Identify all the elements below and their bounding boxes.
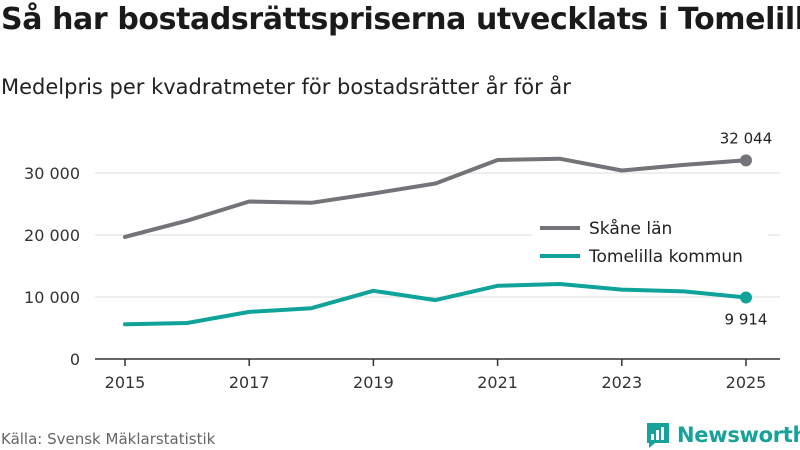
series-end-point <box>740 154 752 167</box>
x-tick-label: 2015 <box>105 373 146 392</box>
y-tick-label: 30 000 <box>24 164 80 183</box>
y-tick-label: 20 000 <box>24 226 80 245</box>
chart-title: Så har bostadsrättspriserna utvecklats i… <box>1 2 800 37</box>
x-tick-label: 2025 <box>726 373 767 392</box>
legend-background <box>532 212 768 270</box>
series-end-point <box>740 291 752 304</box>
series-line <box>123 156 748 239</box>
x-tick-label: 2017 <box>229 373 270 392</box>
y-tick-label: 10 000 <box>24 288 80 307</box>
chart-subtitle: Medelpris per kvadratmeter för bostadsrä… <box>1 75 571 99</box>
x-tick-label: 2023 <box>601 373 642 392</box>
data-label: 9 914 <box>725 311 768 329</box>
source-note: Källa: Svensk Mäklarstatistik <box>1 430 216 448</box>
legend-entry: Tomelilla kommun <box>588 247 743 267</box>
x-tick-label: 2021 <box>477 373 518 392</box>
brand-name: Newsworthy <box>677 423 800 447</box>
x-tick-label: 2019 <box>353 373 394 392</box>
data-label: 32 044 <box>720 129 773 147</box>
y-tick-label: 0 <box>70 350 80 369</box>
legend-entry: Skåne län <box>589 218 672 239</box>
series-line <box>123 282 748 327</box>
newsworthy-brand: Newsworthy <box>645 420 800 450</box>
newsworthy-logo-icon <box>647 423 669 448</box>
